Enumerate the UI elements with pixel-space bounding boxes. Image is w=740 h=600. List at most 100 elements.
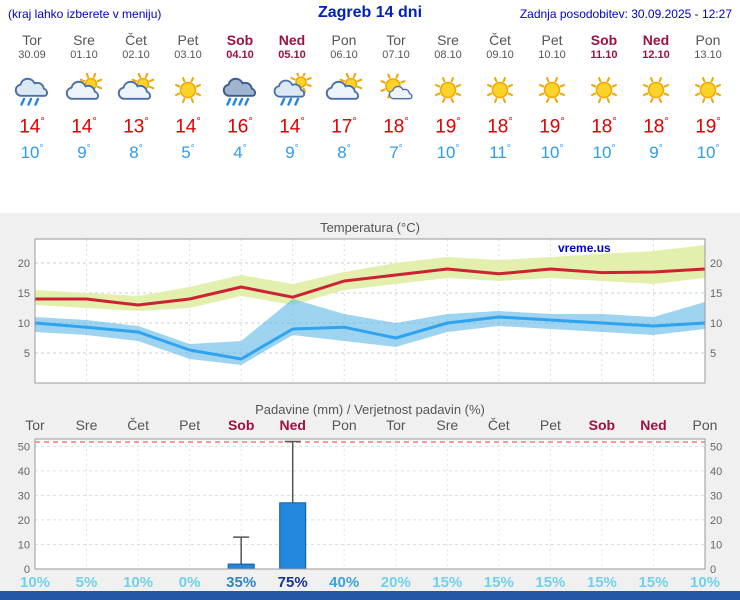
day-date: 02.10 (122, 49, 150, 61)
sun-cloud-icon (58, 70, 110, 110)
precip-probability: 20% (381, 574, 411, 591)
temp-min: 9° (649, 143, 663, 163)
temp-min: 10° (696, 143, 720, 163)
charts-panel: Temperatura (°C) 5 5 10 10 15 15 20 20 vreme.us … (0, 213, 740, 591)
precip-day-label: Sre (436, 417, 458, 433)
temp-min: 7° (389, 143, 403, 163)
precip-day-label: Sre (76, 417, 98, 433)
precip-probability: 15% (587, 574, 617, 591)
topbar: (kraj lahko izberete v meniju) Zagreb 14… (0, 0, 740, 28)
day-date: 05.10 (278, 49, 306, 61)
temp-max: 19° (539, 116, 565, 138)
y-tick-left: 30 (18, 490, 30, 502)
temp-min: 5° (181, 143, 195, 163)
day-column-3: Čet 02.10 13° 8° (110, 30, 162, 163)
precip-chart-title: Padavine (mm) / Verjetnost padavin (%) (255, 402, 485, 417)
page-title: Zagreb 14 dni (317, 4, 423, 21)
precip-bar (227, 563, 255, 570)
day-date: 13.10 (694, 49, 722, 61)
day-name: Čet (489, 32, 511, 48)
y-tick-left: 10 (18, 540, 30, 552)
y-tick-right: 0 (710, 564, 716, 576)
precip-probability: 75% (278, 574, 308, 591)
max-temp-line (35, 267, 706, 307)
precip-day-label: Ned (640, 417, 666, 433)
precip-probability: 10% (20, 574, 50, 591)
day-name: Tor (386, 32, 406, 48)
sun-cloud-icon (110, 70, 162, 110)
day-date: 09.10 (486, 49, 514, 61)
min-temp-line (34, 315, 706, 361)
day-column-5: Sob 04.10 16° 4° (214, 30, 266, 163)
day-date: 01.10 (70, 49, 98, 61)
temp-max: 16° (227, 116, 253, 138)
temp-chart-title: Temperatura (°C) (320, 220, 420, 235)
precip-probability: 15% (638, 574, 668, 591)
precip-day-label: Pon (332, 417, 357, 433)
y-tick-right: 30 (710, 490, 722, 502)
temp-max: 14° (279, 116, 305, 138)
sun-rain-icon (266, 70, 318, 110)
day-name: Sre (437, 32, 459, 48)
day-name: Pon (331, 32, 357, 48)
y-tick-left: 5 (24, 348, 30, 360)
y-tick-left: 15 (18, 288, 30, 300)
precip-probability: 10% (123, 574, 153, 591)
precip-day-label: Pet (540, 417, 561, 433)
day-column-2: Sre 01.10 14° 9° (58, 30, 110, 163)
precip-probability: 40% (329, 574, 359, 591)
temp-min: 10° (540, 143, 564, 163)
y-tick-right: 10 (710, 318, 722, 330)
precip-day-label: Ned (279, 417, 305, 433)
precip-day-label: Pet (179, 417, 200, 433)
forecast-table: Tor 30.09 14° 10° Sre 01.10 14° 9° Čet 02.10 13° 8°… (0, 30, 740, 163)
day-name: Čet (125, 32, 147, 48)
sun-icon (682, 70, 734, 110)
heavy-rain-icon (214, 70, 266, 110)
sun-icon (526, 70, 578, 110)
last-updated: Zadnja posodobitev: 30.09.2025 - 12:27 (519, 7, 732, 21)
temp-min: 9° (285, 143, 299, 163)
temp-min: 10° (436, 143, 460, 163)
y-tick-left: 50 (18, 441, 30, 453)
precip-day-label: Pon (693, 417, 718, 433)
sun-icon (630, 70, 682, 110)
day-date: 06.10 (330, 49, 358, 61)
day-name: Ned (642, 32, 670, 48)
vreme-us-link[interactable]: vreme.us (558, 241, 611, 255)
temp-max: 18° (591, 116, 617, 138)
y-tick-left: 40 (18, 466, 30, 478)
day-column-6: Ned 05.10 14° 9° (266, 30, 318, 163)
y-tick-right: 20 (710, 258, 722, 270)
day-column-1: Tor 30.09 14° 10° (6, 30, 58, 163)
day-column-13: Ned 12.10 18° 9° (630, 30, 682, 163)
temp-max: 13° (123, 116, 149, 138)
y-tick-left: 10 (18, 318, 30, 330)
day-column-7: Pon 06.10 17° 8° (318, 30, 370, 163)
cloud-sun-icon (370, 70, 422, 110)
temp-min: 11° (489, 143, 511, 163)
temp-min: 8° (129, 143, 143, 163)
precip-probability: 15% (484, 574, 514, 591)
precip-probability: 15% (432, 574, 462, 591)
precip-probability: 35% (226, 574, 256, 591)
y-tick-right: 10 (710, 540, 722, 552)
y-tick-right: 20 (710, 515, 722, 527)
precip-day-label: Sob (589, 417, 615, 433)
precip-day-label: Tor (25, 417, 45, 433)
menu-hint: (kraj lahko izberete v meniju) (8, 7, 162, 21)
precip-day-label: Čet (127, 417, 149, 433)
temp-min: 10° (592, 143, 616, 163)
precip-probability: 10% (690, 574, 720, 591)
day-date: 30.09 (18, 49, 46, 61)
footer-bar (0, 591, 740, 600)
day-date: 03.10 (174, 49, 202, 61)
day-column-14: Pon 13.10 19° 10° (682, 30, 734, 163)
y-tick-right: 5 (710, 348, 716, 360)
day-name: Pet (177, 32, 199, 48)
temp-max: 18° (643, 116, 669, 138)
day-date: 12.10 (642, 49, 670, 61)
y-tick-right: 50 (710, 441, 722, 453)
temp-min: 10° (20, 143, 44, 163)
day-column-10: Čet 09.10 18° 11° (474, 30, 526, 163)
